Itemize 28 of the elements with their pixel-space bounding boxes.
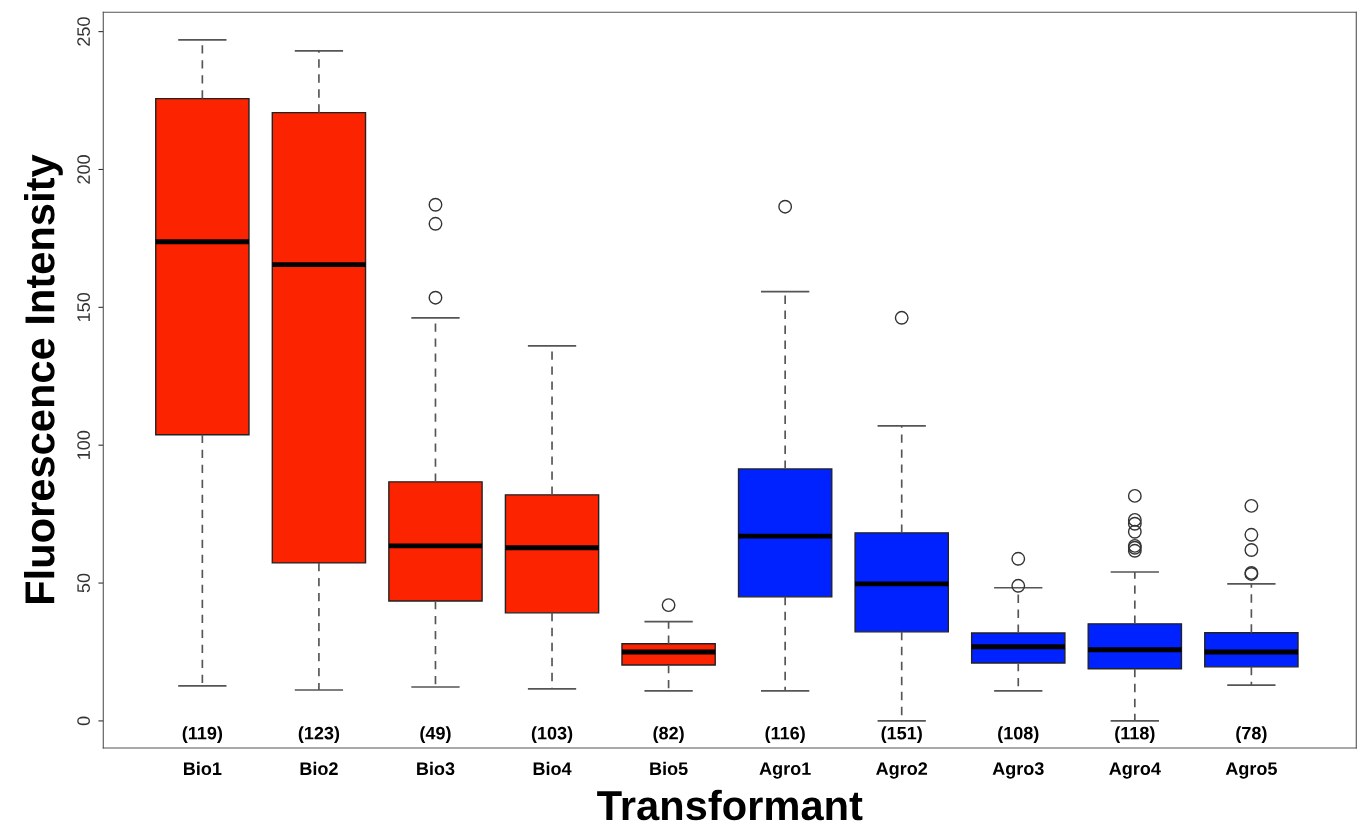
x-tick-label: Agro4 (1109, 762, 1161, 779)
annotation: (82) (653, 726, 684, 744)
y-tick-label: 0 (77, 716, 90, 726)
annotation: (118) (1115, 726, 1155, 744)
y-tick-label: 200 (77, 155, 90, 184)
annotation: (108) (998, 726, 1039, 744)
x-tick-label: Agro5 (1225, 762, 1277, 779)
annotation: (151) (881, 726, 922, 744)
x-tick-label: Bio1 (184, 761, 222, 776)
x-tick-label: Bio4 (533, 761, 572, 776)
annotation: (116) (765, 726, 805, 744)
y-tick-label: 50 (77, 573, 90, 593)
x-tick-label: Bio3 (417, 761, 455, 776)
annotation: (123) (298, 726, 340, 744)
x-axis-title: Transformant (597, 789, 863, 821)
x-tick-label: Agro2 (876, 762, 928, 779)
annotation: (103) (531, 726, 573, 744)
y-tick-label: 250 (77, 17, 90, 46)
y-tick-label: 150 (77, 292, 90, 322)
x-tick-label: Agro1 (759, 762, 811, 779)
annotation: (49) (420, 726, 451, 744)
annotation: (119) (182, 726, 223, 744)
annotation: (78) (1236, 726, 1267, 744)
x-tick-label: Agro3 (992, 762, 1044, 779)
y-tick-label: 100 (77, 430, 90, 459)
y-axis-title: Fluorescence Intensity (24, 154, 63, 604)
x-tick-label: Bio5 (650, 761, 688, 776)
x-tick-label: Bio2 (300, 761, 338, 776)
